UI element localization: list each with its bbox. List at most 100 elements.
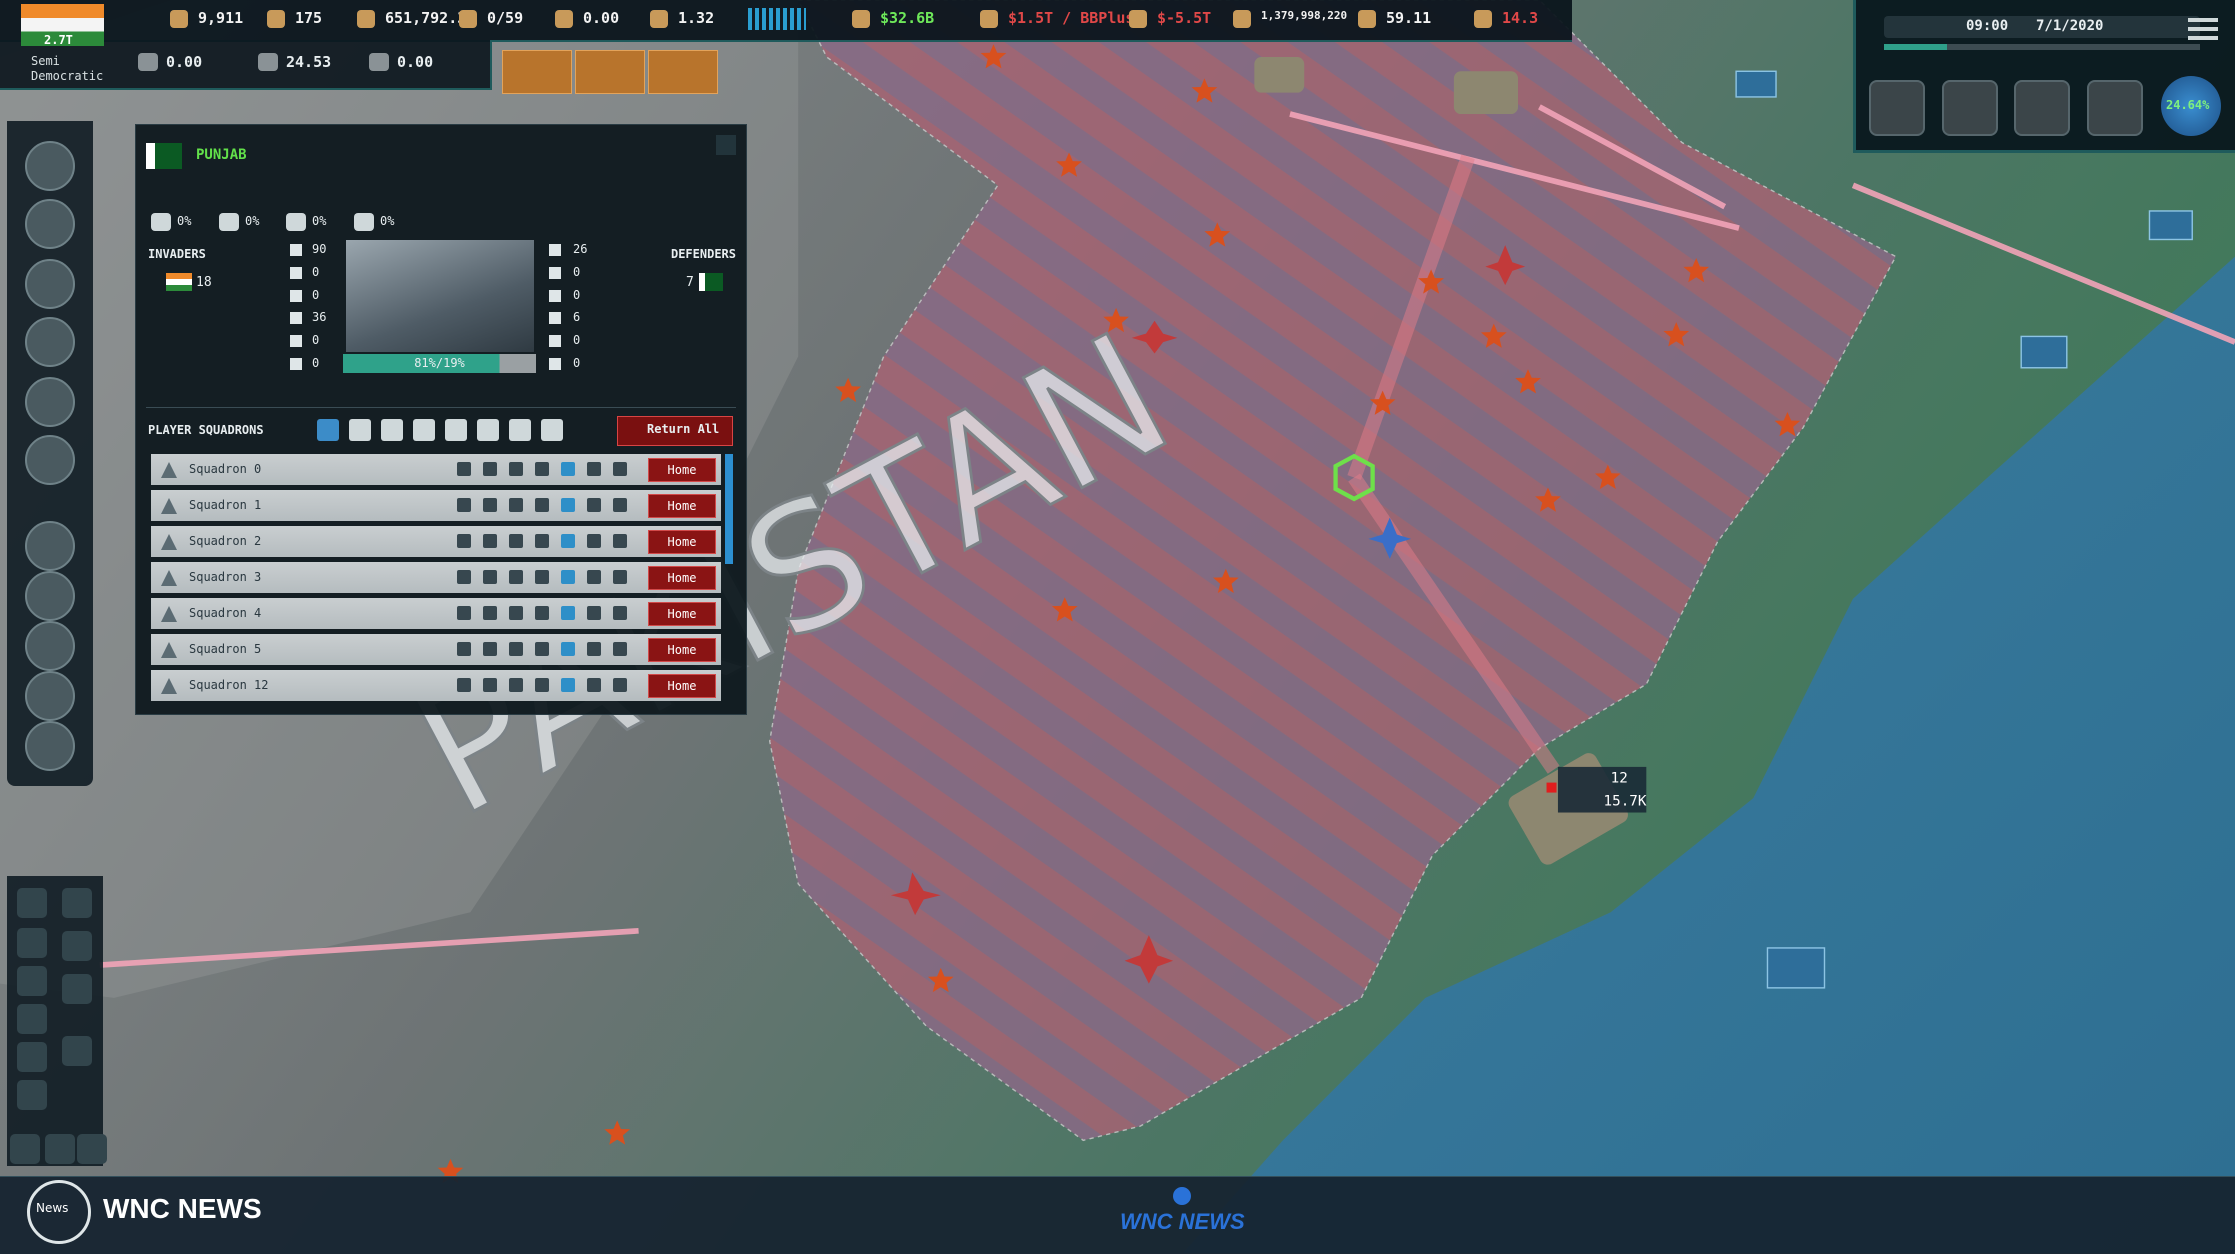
squadron-row[interactable]: Squadron 1 Home [151, 490, 721, 521]
squadron-action-icon[interactable] [457, 606, 471, 620]
unit-button[interactable] [17, 966, 47, 996]
unit-button[interactable] [62, 931, 92, 961]
squadron-row[interactable]: Squadron 2 Home [151, 526, 721, 557]
squadron-action-icon[interactable] [483, 606, 497, 620]
squadron-action-icon[interactable] [457, 570, 471, 584]
unit-button[interactable] [62, 1036, 92, 1066]
squadron-action-icon[interactable] [561, 534, 575, 548]
mail-button[interactable] [1942, 80, 1998, 136]
squadron-action-icon[interactable] [613, 642, 627, 656]
sidebar-button[interactable] [25, 199, 75, 249]
main-menu[interactable] [2188, 18, 2218, 44]
squadron-action-icon[interactable] [561, 462, 575, 476]
unit-button[interactable] [17, 888, 47, 918]
squadron-action-icon[interactable] [613, 498, 627, 512]
squadron-action-icon[interactable] [561, 642, 575, 656]
home-button[interactable]: Home [648, 458, 716, 482]
unit-button[interactable] [17, 1004, 47, 1034]
squadron-action-icon[interactable] [483, 498, 497, 512]
sidebar-button[interactable] [25, 671, 75, 721]
squadron-action-icon[interactable] [457, 678, 471, 692]
squadron-action-icon[interactable] [613, 606, 627, 620]
squadron-action-icon[interactable] [509, 462, 523, 476]
squadron-action-icon[interactable] [535, 606, 549, 620]
home-button[interactable]: Home [648, 674, 716, 698]
home-button[interactable]: Home [648, 494, 716, 518]
squadron-action-icon[interactable] [561, 570, 575, 584]
filter-button[interactable] [477, 419, 499, 441]
sidebar-button[interactable] [25, 521, 75, 571]
squadron-action-icon[interactable] [587, 570, 601, 584]
speed-control[interactable] [1884, 16, 2200, 38]
filter-button[interactable] [445, 419, 467, 441]
home-button[interactable]: Home [648, 602, 716, 626]
squadron-action-icon[interactable] [483, 570, 497, 584]
alerts-button[interactable] [1869, 80, 1925, 136]
squadron-row[interactable]: Squadron 5 Home [151, 634, 721, 665]
squadron-action-icon[interactable] [561, 606, 575, 620]
squadron-action-icon[interactable] [457, 498, 471, 512]
filter-button[interactable] [413, 419, 435, 441]
squadron-action-icon[interactable] [613, 462, 627, 476]
unit-badge[interactable] [1557, 766, 1647, 813]
country-flag[interactable] [21, 4, 104, 46]
filter-button[interactable] [381, 419, 403, 441]
squadron-action-icon[interactable] [509, 534, 523, 548]
settings-button[interactable] [2014, 80, 2070, 136]
squadron-action-icon[interactable] [587, 462, 601, 476]
squadron-action-icon[interactable] [509, 642, 523, 656]
squadron-action-icon[interactable] [483, 642, 497, 656]
squadron-action-icon[interactable] [509, 606, 523, 620]
squadron-row[interactable]: Squadron 0 Home [151, 454, 721, 485]
squadron-action-icon[interactable] [535, 642, 549, 656]
squadron-row[interactable]: Squadron 12 Home [151, 670, 721, 701]
menu-button[interactable] [502, 50, 572, 94]
unit-button[interactable] [10, 1134, 40, 1164]
sidebar-button[interactable] [25, 317, 75, 367]
home-button[interactable]: Home [648, 566, 716, 590]
filter-button[interactable] [541, 419, 563, 441]
home-button[interactable]: Home [648, 638, 716, 662]
squadron-action-icon[interactable] [509, 498, 523, 512]
squadron-action-icon[interactable] [535, 534, 549, 548]
unit-button[interactable] [62, 888, 92, 918]
squadron-action-icon[interactable] [483, 534, 497, 548]
unit-button[interactable] [62, 974, 92, 1004]
unit-button[interactable] [77, 1134, 107, 1164]
squadron-action-icon[interactable] [613, 570, 627, 584]
news-globe[interactable] [27, 1180, 91, 1244]
sidebar-button[interactable] [25, 377, 75, 427]
sidebar-button[interactable] [25, 571, 75, 621]
sidebar-button[interactable] [25, 721, 75, 771]
filter-button[interactable] [509, 419, 531, 441]
scrollbar[interactable] [725, 454, 733, 564]
return-all-button[interactable] [617, 416, 733, 446]
squadron-action-icon[interactable] [561, 678, 575, 692]
squadron-action-icon[interactable] [535, 678, 549, 692]
filter-button[interactable] [349, 419, 371, 441]
unit-button[interactable] [17, 1042, 47, 1072]
squadron-row[interactable]: Squadron 4 Home [151, 598, 721, 629]
squadron-action-icon[interactable] [561, 498, 575, 512]
chat-button[interactable] [2087, 80, 2143, 136]
squadron-action-icon[interactable] [457, 534, 471, 548]
world-button[interactable] [2161, 76, 2221, 136]
squadron-action-icon[interactable] [613, 678, 627, 692]
collapse-button[interactable] [716, 135, 736, 155]
squadron-action-icon[interactable] [587, 678, 601, 692]
sidebar-button[interactable] [25, 259, 75, 309]
squadron-action-icon[interactable] [587, 642, 601, 656]
squadron-action-icon[interactable] [587, 498, 601, 512]
sidebar-button[interactable] [25, 141, 75, 191]
squadron-action-icon[interactable] [457, 642, 471, 656]
sidebar-button[interactable] [25, 435, 75, 485]
squadron-action-icon[interactable] [613, 534, 627, 548]
squadron-action-icon[interactable] [509, 570, 523, 584]
home-button[interactable]: Home [648, 530, 716, 554]
squadron-action-icon[interactable] [483, 462, 497, 476]
unit-button[interactable] [45, 1134, 75, 1164]
sidebar-button[interactable] [25, 621, 75, 671]
squadron-action-icon[interactable] [483, 678, 497, 692]
squadron-action-icon[interactable] [535, 498, 549, 512]
squadron-action-icon[interactable] [535, 570, 549, 584]
